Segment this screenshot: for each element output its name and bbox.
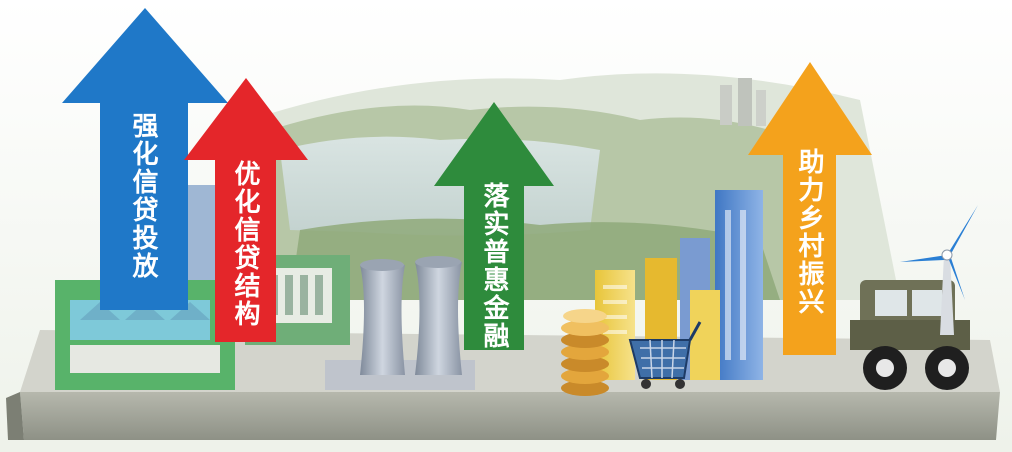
- arrow-label-credit-structure: 优化信贷结构: [230, 160, 260, 328]
- tractor: [850, 280, 970, 390]
- arrow-label-credit-lending: 强化信贷投放: [128, 112, 158, 280]
- wind-turbine: [900, 205, 978, 335]
- arrow-label-inclusive-finance: 落实普惠金融: [479, 182, 509, 350]
- cooling-towers: [325, 256, 475, 390]
- arrow-rural-revitalization: [748, 62, 872, 355]
- arrow-label-rural-revitalization: 助力乡村振兴: [794, 148, 824, 316]
- shopping-cart: [628, 321, 702, 389]
- arrow-credit-structure: [184, 78, 308, 342]
- arrow-inclusive-finance: [434, 102, 554, 350]
- coin-stack: [561, 309, 609, 396]
- arrow-credit-lending: [62, 8, 228, 310]
